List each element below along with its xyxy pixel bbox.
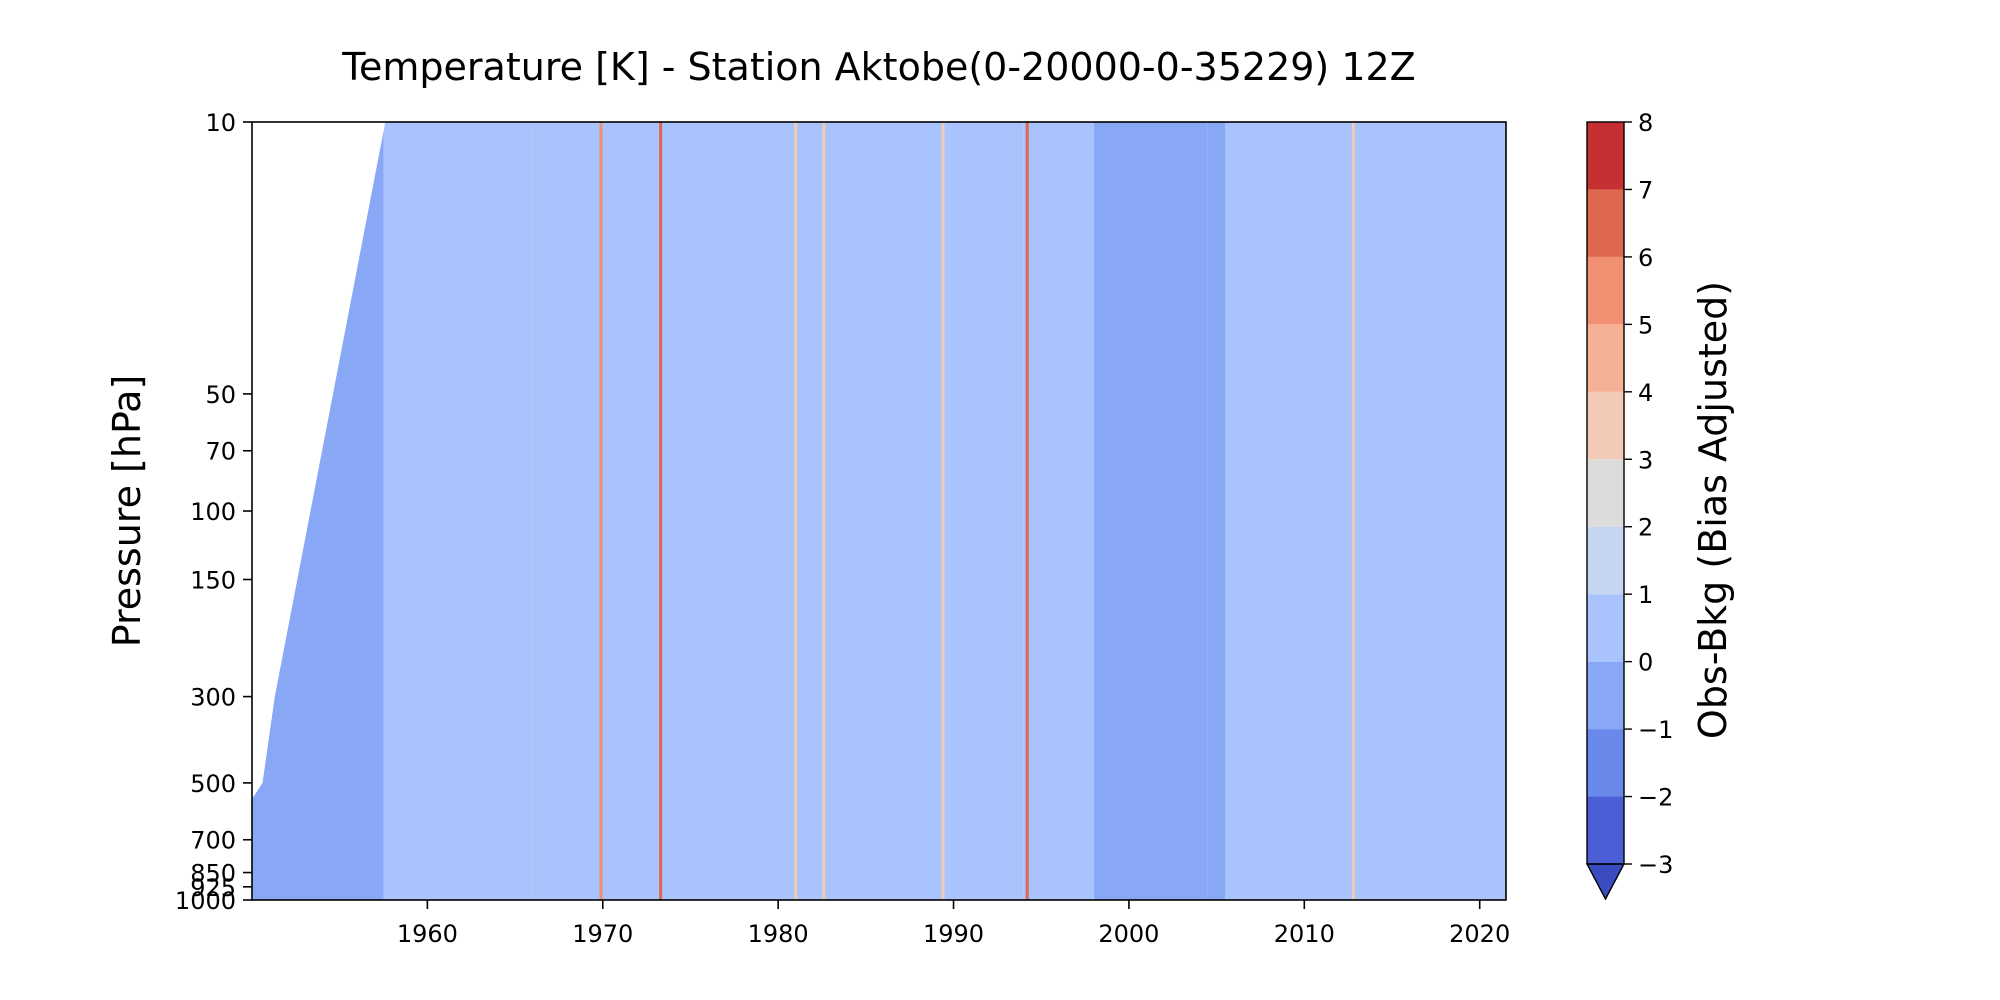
y-tick-label-7: 700 xyxy=(190,827,236,855)
y-tick-label-8: 850 xyxy=(190,860,236,888)
bias-stripe-1 xyxy=(659,122,663,900)
contour-region-1 xyxy=(383,122,533,900)
y-tick-label-6: 500 xyxy=(190,770,236,798)
colorbar-tick-label-6: 2 xyxy=(1638,514,1653,542)
chart-title: Temperature [K] - Station Aktobe(0-20000… xyxy=(341,45,1415,89)
contour-region-2 xyxy=(532,122,1024,900)
colorbar-tick-label-5: 3 xyxy=(1638,446,1653,474)
contour-region-3 xyxy=(1023,122,1094,900)
contour-region-5 xyxy=(1207,122,1226,900)
x-tick-label-2: 1980 xyxy=(748,920,809,948)
y-tick-label-1: 50 xyxy=(205,381,236,409)
y-tick-label-0: 10 xyxy=(205,109,236,137)
colorbar-frame xyxy=(1586,121,1625,865)
x-tick-label-5: 2010 xyxy=(1274,920,1335,948)
colorbar-tick-label-3: 5 xyxy=(1638,311,1653,339)
colorbar-segment-2 xyxy=(1587,661,1624,730)
x-tick-label-6: 2020 xyxy=(1449,920,1510,948)
colorbar-tick-label-8: 0 xyxy=(1638,649,1653,677)
colorbar-segment-4 xyxy=(1587,526,1624,595)
bias-stripe-4 xyxy=(941,122,945,900)
y-tick-label-4: 150 xyxy=(190,566,236,594)
colorbar-tick-label-10: −2 xyxy=(1638,784,1673,812)
colorbar-segment-1 xyxy=(1587,729,1624,797)
x-tick-label-1: 1970 xyxy=(572,920,633,948)
y-tick-label-10: 1000 xyxy=(175,887,236,915)
colorbar-segment-10 xyxy=(1587,122,1624,190)
colorbar-tick-label-2: 6 xyxy=(1638,244,1653,272)
y-tick-label-2: 70 xyxy=(205,438,236,466)
x-axis: 1960 1970 1980 1990 2000 2010 2020 xyxy=(397,900,1510,948)
x-tick-label-4: 2000 xyxy=(1098,920,1159,948)
contour-fill xyxy=(252,122,1506,900)
bias-stripe-0 xyxy=(599,122,603,900)
x-tick-label-0: 1960 xyxy=(397,920,458,948)
colorbar-tick-label-4: 4 xyxy=(1638,379,1653,407)
colorbar-segment-8 xyxy=(1587,256,1624,325)
colorbar-tick-label-1: 7 xyxy=(1638,176,1653,204)
colorbar-segment-7 xyxy=(1587,324,1624,392)
y-axis-title: Pressure [hPa] xyxy=(105,375,149,648)
y-tick-label-5: 300 xyxy=(190,684,236,712)
bias-stripe-5 xyxy=(1025,122,1029,900)
colorbar-tick-label-0: 8 xyxy=(1638,109,1653,137)
colorbar-segment-6 xyxy=(1587,391,1624,460)
x-tick-label-3: 1990 xyxy=(923,920,984,948)
y-tick-label-3: 100 xyxy=(190,498,236,526)
no-data-area xyxy=(252,122,386,800)
bias-stripe-6 xyxy=(1351,122,1355,900)
colorbar-tick-label-7: 1 xyxy=(1638,581,1653,609)
colorbar-segment-3 xyxy=(1587,594,1624,662)
bias-stripe-3 xyxy=(822,122,826,900)
colorbar-segment-0 xyxy=(1587,796,1624,864)
colorbar-title: Obs-Bkg (Bias Adjusted) xyxy=(1691,281,1735,739)
colorbar-extend-triangle xyxy=(1585,863,1626,901)
contour-region-6 xyxy=(1225,122,1506,900)
contour-region-4 xyxy=(1093,122,1208,900)
bias-stripe-2 xyxy=(794,122,798,900)
colorbar xyxy=(1585,121,1626,901)
colorbar-segment-9 xyxy=(1587,189,1624,257)
colorbar-tick-label-11: −3 xyxy=(1638,851,1673,879)
colorbar-ticks: 8 7 6 5 4 3 2 1 0 −1 −2 −3 xyxy=(1624,109,1673,879)
colorbar-segment-5 xyxy=(1587,459,1624,527)
colorbar-tick-label-9: −1 xyxy=(1638,716,1673,744)
y-tick-label-9: 925 xyxy=(190,874,236,902)
